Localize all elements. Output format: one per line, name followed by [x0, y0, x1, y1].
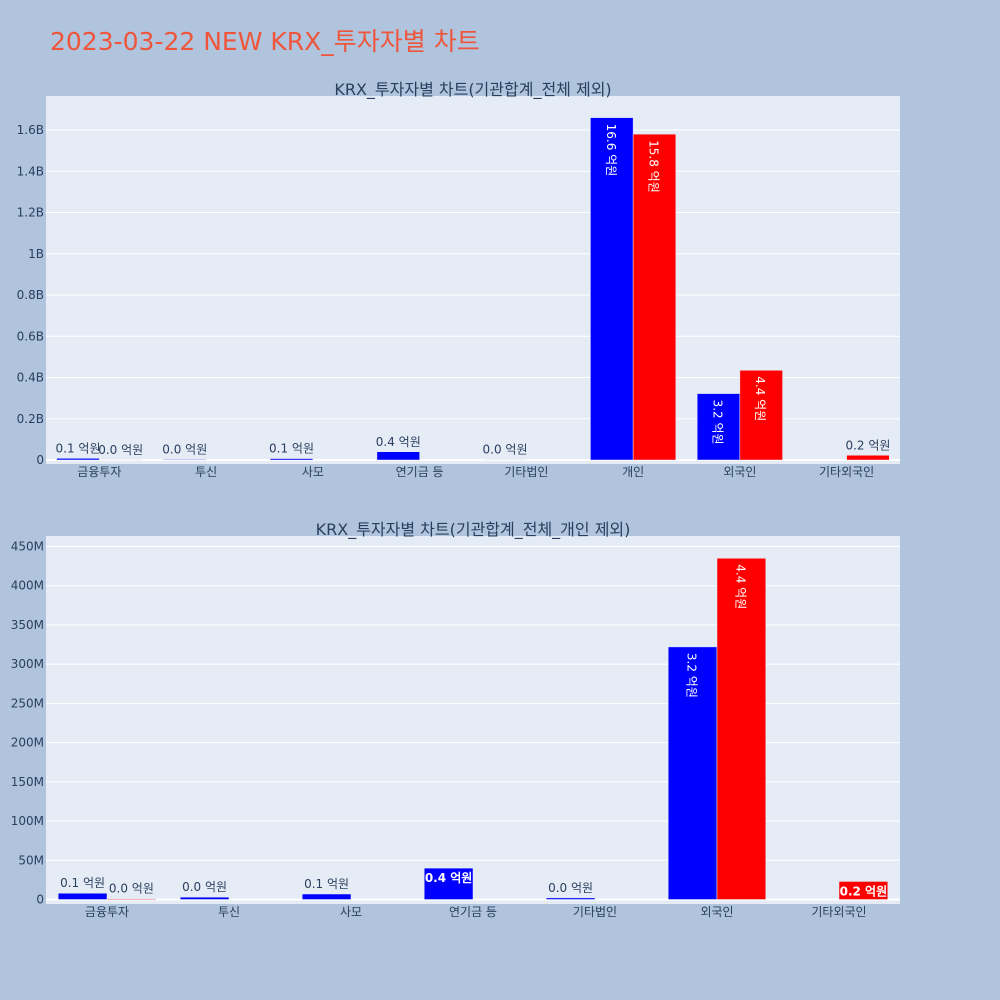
bottom-y-tick-label: 100M [11, 814, 44, 828]
bottom-bar-label: 0.0 억원 [109, 882, 154, 896]
top-y-tick-label: 0.8B [17, 288, 44, 302]
top-y-tick-label: 1.6B [17, 123, 44, 137]
top-x-tick-label: 사모 [302, 465, 324, 479]
bottom-bar [301, 893, 352, 900]
top-chart-title: KRX_투자자별 차트(기관합계_전체 제외) [334, 80, 611, 100]
top-bar [632, 133, 677, 461]
bottom-y-tick-label: 350M [11, 618, 44, 632]
top-bar-label: 0.1 억원 [56, 441, 101, 455]
bottom-y-tick-label: 400M [11, 579, 44, 593]
bottom-y-tick-label: 200M [11, 736, 44, 750]
top-bar [846, 455, 890, 461]
bottom-bar-label: 0.2 억원 [840, 884, 888, 898]
top-bar-chart: 0 0.2B 0.4B 0.6B 0.8B 1B 1.2B 1.4B 1.6B KRX_투자자별 … [17, 80, 900, 479]
top-y-tick-label: 0.2B [17, 412, 44, 426]
bottom-bar-label: 0.0 억원 [548, 881, 593, 895]
top-x-tick-label: 외국인 [723, 465, 756, 479]
top-bar-label: 0.0 억원 [483, 443, 528, 457]
bottom-bar-label: 4.4 억원 [733, 564, 747, 609]
page-title: 2023-03-22 NEW KRX_투자자별 차트 [50, 27, 480, 56]
top-bar-label: 0.1 억원 [269, 442, 314, 456]
bottom-x-tick-label: 기타법인 [573, 905, 617, 919]
top-y-tick-label: 1B [28, 247, 44, 261]
top-y-tick-label: 1.2B [17, 206, 44, 220]
bottom-x-tick-label: 사모 [340, 905, 362, 919]
top-x-tick-label: 연기금 등 [396, 465, 444, 479]
top-x-tick-label: 기타법인 [504, 465, 548, 479]
bottom-x-tick-label: 외국인 [700, 905, 733, 919]
bottom-chart-title: KRX_투자자별 차트(기관합계_전체_개인 제외) [316, 520, 631, 540]
top-bar [590, 117, 634, 461]
top-bar-label: 15.8 억원 [646, 140, 660, 193]
top-y-tick-label: 1.4B [17, 164, 44, 178]
top-bar [376, 451, 420, 461]
bottom-y-tick-label: 150M [11, 775, 44, 789]
bottom-bar [716, 558, 767, 900]
top-bar [163, 459, 207, 461]
bottom-y-tick-label: 450M [11, 540, 44, 554]
top-x-tick-label: 금융투자 [77, 465, 121, 479]
bottom-y-tick-label: 50M [18, 853, 44, 867]
bottom-bar-label: 0.0 억원 [182, 880, 227, 894]
bottom-y-tick-label: 250M [11, 696, 44, 710]
top-bar-label: 0.4 억원 [376, 435, 421, 449]
bottom-bar [667, 646, 718, 900]
top-bar [696, 393, 741, 461]
top-x-tick-label: 투신 [195, 465, 217, 479]
bottom-bar [106, 898, 157, 900]
bottom-bar-chart: 0 50M 100M 150M 200M 250M 300M 350M 400M 450M KRX_… [11, 520, 900, 919]
bottom-bar [57, 892, 108, 900]
top-bar-label: 0.0 억원 [162, 442, 207, 456]
top-y-tick-label: 0.4B [17, 371, 44, 385]
top-bar-label: 0.2 억원 [845, 438, 890, 452]
bottom-bar-label: 0.4 억원 [425, 871, 473, 885]
bottom-bar [838, 881, 889, 900]
top-y-tick-label: 0.6B [17, 329, 44, 343]
bottom-bar-label: 3.2 억원 [685, 653, 699, 698]
top-x-tick-label: 개인 [622, 465, 644, 479]
bottom-x-tick-label: 기타외국인 [811, 905, 866, 919]
bottom-bar [423, 867, 474, 900]
bottom-bar-label: 0.1 억원 [304, 877, 349, 891]
top-bar-label: 0.0 억원 [98, 443, 143, 457]
top-y-tick-label: 0 [36, 453, 44, 467]
bottom-x-tick-label: 투신 [218, 905, 240, 919]
bottom-plot-area [46, 536, 900, 904]
top-bar-label: 3.2 억원 [711, 400, 725, 445]
top-bar-label: 4.4 억원 [753, 376, 767, 421]
bottom-bar [179, 896, 230, 900]
top-bar [269, 458, 314, 461]
top-bar [56, 458, 100, 461]
bottom-y-tick-label: 0 [36, 893, 44, 907]
bottom-x-tick-label: 연기금 등 [449, 905, 497, 919]
top-x-tick-label: 기타외국인 [819, 465, 874, 479]
top-bar [739, 370, 783, 461]
top-bar-label: 16.6 억원 [604, 124, 618, 177]
bottom-y-tick-label: 300M [11, 657, 44, 671]
bottom-x-tick-label: 금융투자 [85, 905, 129, 919]
bottom-bar [545, 897, 596, 900]
bottom-bar-label: 0.1 억원 [60, 876, 105, 890]
